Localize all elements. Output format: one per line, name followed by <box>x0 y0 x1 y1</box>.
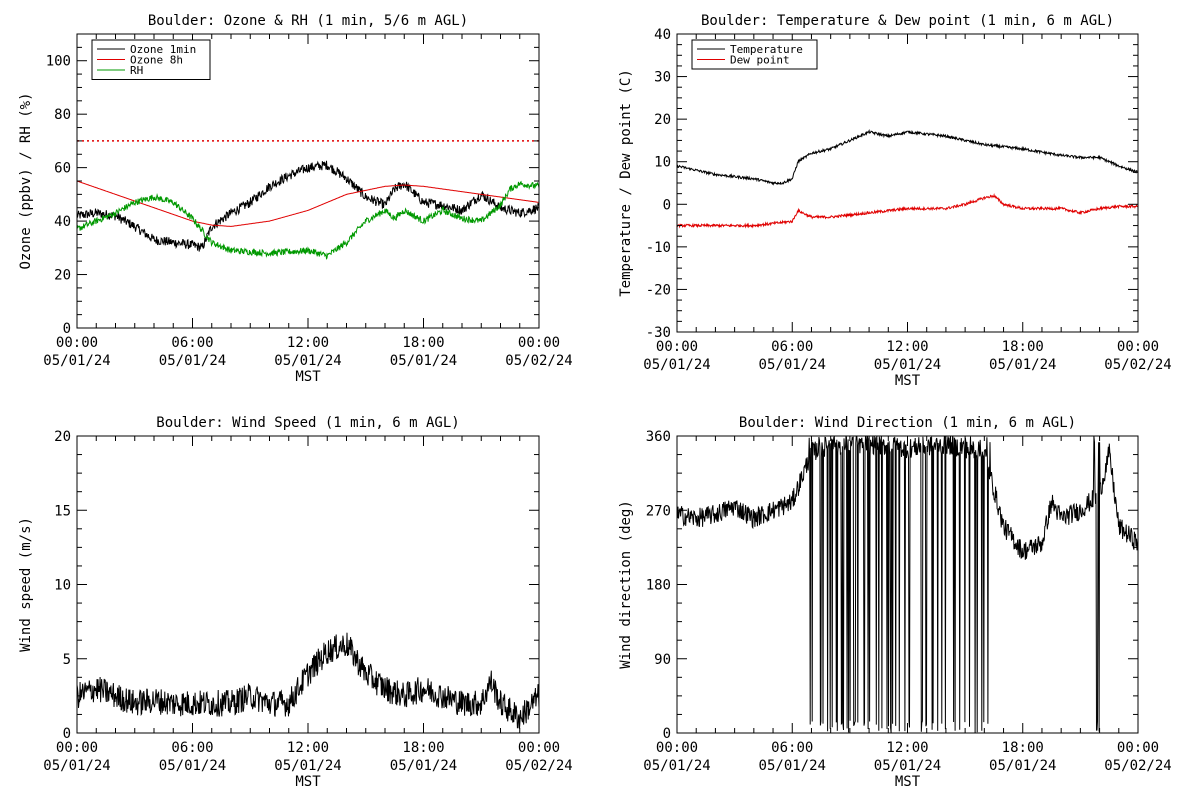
y-tick-label: 90 <box>654 652 671 668</box>
x-tick-date-label: 05/02/24 <box>505 758 572 774</box>
series-line-1 <box>77 160 539 252</box>
x-tick-time-label: 00:00 <box>518 740 560 756</box>
x-tick-time-label: 12:00 <box>886 740 928 756</box>
series-line-1 <box>77 632 539 729</box>
y-tick-label: 0 <box>663 726 671 742</box>
y-tick-label: 80 <box>54 107 71 123</box>
x-tick-date-label: 05/02/24 <box>1104 357 1171 373</box>
chart-panel-4: Boulder: Wind Direction (1 min, 6 m AGL)… <box>618 415 1172 790</box>
y-tick-label: 10 <box>654 155 671 171</box>
legend-label: Temperature <box>730 43 803 56</box>
y-tick-label: -10 <box>646 240 671 256</box>
legend-label: Ozone 1min <box>130 43 196 56</box>
y-tick-label: 5 <box>63 652 71 668</box>
x-tick-date-label: 05/01/24 <box>759 758 826 774</box>
x-tick-time-label: 12:00 <box>886 339 928 355</box>
y-tick-label: 15 <box>54 503 71 519</box>
legend-label: RH <box>130 64 143 77</box>
y-tick-label: 360 <box>646 429 671 445</box>
y-axis-label: Ozone (ppbv) / RH (%) <box>18 92 34 269</box>
y-tick-label: 20 <box>654 112 671 128</box>
y-tick-label: 10 <box>54 578 71 594</box>
chart-title: Boulder: Temperature & Dew point (1 min,… <box>701 13 1114 29</box>
series-line-2 <box>677 193 1138 229</box>
x-tick-date-label: 05/01/24 <box>643 758 710 774</box>
x-tick-date-label: 05/01/24 <box>390 758 457 774</box>
chart-panel-3: Boulder: Wind Speed (1 min, 6 m AGL) 0 5 10… <box>18 415 573 790</box>
x-axis-label: MST <box>895 373 921 389</box>
y-tick-label: 270 <box>646 503 671 519</box>
x-axis-label: MST <box>295 369 321 385</box>
x-tick-date-label: 05/01/24 <box>159 353 226 369</box>
x-tick-time-label: 00:00 <box>656 740 698 756</box>
series-line-1 <box>677 436 1138 733</box>
series-line-3 <box>77 180 539 260</box>
x-tick-time-label: 00:00 <box>518 335 560 351</box>
y-tick-label: -30 <box>646 325 671 341</box>
x-tick-time-label: 18:00 <box>1002 339 1044 355</box>
y-tick-label: 180 <box>646 578 671 594</box>
x-tick-time-label: 00:00 <box>56 740 98 756</box>
x-tick-time-label: 06:00 <box>171 335 213 351</box>
legend-label: Dew point <box>730 54 790 67</box>
x-tick-date-label: 05/01/24 <box>159 758 226 774</box>
chart-title: Boulder: Wind Direction (1 min, 6 m AGL) <box>739 415 1076 431</box>
x-tick-time-label: 00:00 <box>1117 339 1159 355</box>
x-tick-date-label: 05/01/24 <box>759 357 826 373</box>
y-tick-label: 100 <box>46 54 71 70</box>
plot-frame <box>676 33 1139 333</box>
y-tick-label: 40 <box>654 27 671 43</box>
chart-title: Boulder: Ozone & RH (1 min, 5/6 m AGL) <box>148 13 468 29</box>
x-tick-date-label: 05/02/24 <box>505 353 572 369</box>
series-line-1 <box>677 128 1138 186</box>
chart-panel-2: Boulder: Temperature & Dew point (1 min,… <box>618 13 1172 389</box>
plot-frame <box>76 435 540 734</box>
x-tick-time-label: 12:00 <box>287 740 329 756</box>
x-tick-date-label: 05/01/24 <box>43 758 110 774</box>
y-tick-label: 0 <box>63 321 71 337</box>
y-tick-label: 40 <box>54 214 71 230</box>
x-tick-date-label: 05/01/24 <box>989 758 1056 774</box>
x-tick-date-label: 05/01/24 <box>390 353 457 369</box>
x-tick-time-label: 18:00 <box>402 335 444 351</box>
x-tick-time-label: 12:00 <box>287 335 329 351</box>
chart-title: Boulder: Wind Speed (1 min, 6 m AGL) <box>156 415 459 431</box>
x-tick-time-label: 18:00 <box>1002 740 1044 756</box>
x-tick-date-label: 05/01/24 <box>989 357 1056 373</box>
y-tick-label: 0 <box>663 197 671 213</box>
chart-panel-1: Boulder: Ozone & RH (1 min, 5/6 m AGL) 0 2… <box>18 13 573 385</box>
x-tick-date-label: 05/01/24 <box>43 353 110 369</box>
x-tick-date-label: 05/01/24 <box>274 353 341 369</box>
x-tick-date-label: 05/01/24 <box>874 357 941 373</box>
y-axis-label: Wind speed (m/s) <box>18 517 34 652</box>
plot-frame <box>676 435 1139 734</box>
x-tick-time-label: 06:00 <box>171 740 213 756</box>
x-tick-date-label: 05/01/24 <box>874 758 941 774</box>
x-tick-time-label: 18:00 <box>402 740 444 756</box>
series-line-2 <box>77 180 539 227</box>
y-axis-label: Wind direction (deg) <box>618 500 634 669</box>
x-tick-time-label: 00:00 <box>56 335 98 351</box>
y-tick-label: 20 <box>54 429 71 445</box>
x-tick-date-label: 05/01/24 <box>274 758 341 774</box>
x-tick-time-label: 00:00 <box>656 339 698 355</box>
y-tick-label: 0 <box>63 726 71 742</box>
x-tick-time-label: 06:00 <box>771 740 813 756</box>
y-tick-label: 30 <box>654 70 671 86</box>
x-axis-label: MST <box>895 774 921 790</box>
x-tick-date-label: 05/02/24 <box>1104 758 1171 774</box>
y-tick-label: 60 <box>54 161 71 177</box>
legend-box <box>691 39 818 70</box>
x-tick-time-label: 06:00 <box>771 339 813 355</box>
legend-label: Ozone 8h <box>130 54 183 67</box>
x-tick-date-label: 05/01/24 <box>643 357 710 373</box>
x-axis-label: MST <box>295 774 321 790</box>
y-tick-label: 20 <box>54 268 71 284</box>
y-axis-label: Temperature / Dew point (C) <box>618 69 634 297</box>
y-tick-label: -20 <box>646 282 671 298</box>
x-tick-time-label: 00:00 <box>1117 740 1159 756</box>
